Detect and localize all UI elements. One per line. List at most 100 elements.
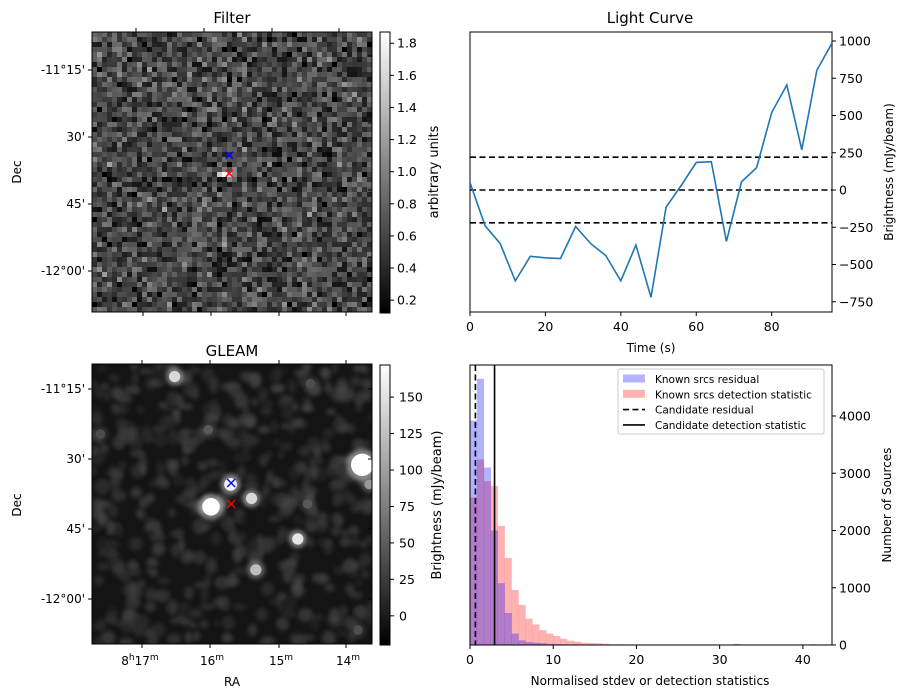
filter-pixel	[97, 217, 103, 223]
gleam-noise-blob	[99, 480, 113, 487]
filter-pixel	[202, 277, 208, 283]
filter-pixel	[192, 192, 198, 198]
gleam-noise-blob	[337, 489, 353, 504]
filter-pixel	[222, 77, 228, 83]
gleam-noise-blob	[352, 364, 367, 373]
filter-pixel	[362, 137, 368, 143]
filter-pixel	[217, 82, 223, 88]
filter-pixel	[187, 197, 193, 203]
filter-pixel	[112, 247, 118, 253]
filter-pixel	[197, 257, 203, 263]
filter-pixel	[97, 202, 103, 208]
filter-pixel	[352, 37, 358, 43]
filter-pixel	[342, 202, 348, 208]
filter-axes: -11°15'30'45'-12°00'	[41, 28, 372, 316]
filter-pixel	[352, 142, 358, 148]
filter-pixel	[252, 182, 258, 188]
filter-pixel	[112, 287, 118, 293]
filter-pixel	[297, 52, 303, 58]
filter-pixel	[332, 92, 338, 98]
histogram-bar-residual	[518, 640, 526, 645]
filter-pixel	[317, 207, 323, 213]
filter-pixel	[202, 267, 208, 273]
filter-pixel	[207, 107, 213, 113]
filter-pixel	[272, 197, 278, 203]
filter-pixel	[97, 242, 103, 248]
filter-pixel	[157, 112, 163, 118]
filter-pixel	[137, 242, 143, 248]
filter-pixel	[262, 42, 268, 48]
filter-pixel	[317, 167, 323, 173]
filter-pixel	[112, 272, 118, 278]
filter-pixel	[137, 157, 143, 163]
gleam-noise-blob	[221, 615, 236, 631]
filter-pixel	[187, 287, 193, 293]
filter-pixel	[362, 162, 368, 168]
filter-pixel	[167, 162, 173, 168]
filter-pixel	[172, 57, 178, 63]
filter-pixel	[352, 52, 358, 58]
filter-pixel	[202, 252, 208, 258]
filter-pixel	[107, 97, 113, 103]
filter-pixel	[282, 287, 288, 293]
filter-pixel	[257, 297, 263, 303]
filter-pixel	[277, 282, 283, 288]
filter-pixel	[317, 187, 323, 193]
filter-pixel	[242, 307, 248, 313]
filter-pixel	[127, 137, 133, 143]
filter-pixel	[317, 122, 323, 128]
filter-pixel	[252, 232, 258, 238]
filter-pixel	[252, 272, 258, 278]
filter-pixel	[257, 172, 263, 178]
filter-pixel	[97, 287, 103, 293]
filter-pixel	[317, 252, 323, 258]
filter-pixel	[362, 127, 368, 133]
filter-pixel	[352, 292, 358, 298]
gleam-noise-blob	[141, 429, 154, 443]
gleam-source	[302, 499, 313, 509]
filter-pixel	[362, 192, 368, 198]
filter-pixel	[217, 292, 223, 298]
filter-pixel	[92, 77, 98, 83]
filter-pixel	[347, 187, 353, 193]
filter-pixel	[247, 302, 253, 308]
filter-pixel	[272, 137, 278, 143]
gleam-noise-blob	[281, 406, 293, 421]
filter-pixel	[162, 282, 168, 288]
filter-pixel	[287, 97, 293, 103]
filter-pixel	[367, 267, 373, 273]
filter-pixel	[257, 247, 263, 253]
filter-pixel	[357, 147, 363, 153]
filter-pixel	[172, 47, 178, 53]
gleam-noise-blob	[133, 590, 143, 597]
filter-pixel	[162, 42, 168, 48]
filter-pixel	[92, 272, 98, 278]
filter-pixel	[237, 287, 243, 293]
filter-pixel	[202, 47, 208, 53]
filter-pixel	[262, 242, 268, 248]
filter-pixel	[277, 132, 283, 138]
filter-pixel	[267, 227, 273, 233]
filter-pixel	[317, 192, 323, 198]
filter-pixel	[147, 222, 153, 228]
filter-pixel	[307, 67, 313, 73]
filter-pixel	[167, 47, 173, 53]
filter-pixel	[307, 287, 313, 293]
filter-pixel	[192, 72, 198, 78]
filter-pixel	[327, 202, 333, 208]
filter-pixel	[152, 157, 158, 163]
filter-pixel	[102, 107, 108, 113]
filter-pixel	[112, 97, 118, 103]
legend-item: Known srcs detection statistic	[623, 389, 812, 401]
filter-pixel	[227, 72, 233, 78]
filter-pixel	[232, 32, 238, 38]
filter-pixel	[262, 202, 268, 208]
filter-pixel	[367, 87, 373, 93]
filter-pixel	[97, 207, 103, 213]
filter-pixel	[147, 127, 153, 133]
filter-pixel	[212, 152, 218, 158]
filter-pixel	[332, 122, 338, 128]
filter-pixel	[257, 232, 263, 238]
filter-pixel	[172, 87, 178, 93]
